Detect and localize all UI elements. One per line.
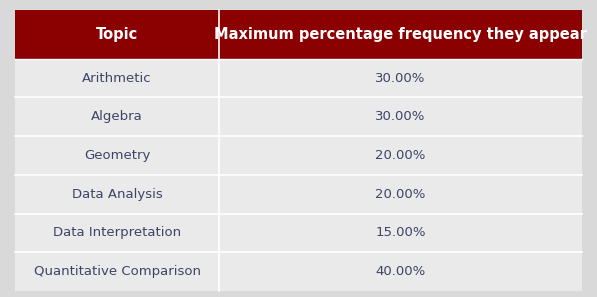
Text: 20.00%: 20.00% xyxy=(376,149,426,162)
Bar xyxy=(15,10,582,59)
Bar xyxy=(15,175,582,214)
Bar xyxy=(15,97,582,136)
Bar xyxy=(15,59,582,97)
Text: Maximum percentage frequency they appear: Maximum percentage frequency they appear xyxy=(214,27,587,42)
Text: Topic: Topic xyxy=(96,27,138,42)
Text: Quantitative Comparison: Quantitative Comparison xyxy=(33,265,201,278)
Text: 30.00%: 30.00% xyxy=(376,72,426,85)
Bar xyxy=(15,136,582,175)
Text: Algebra: Algebra xyxy=(91,110,143,123)
Text: 15.00%: 15.00% xyxy=(376,227,426,239)
Text: 40.00%: 40.00% xyxy=(376,265,426,278)
Text: Data Interpretation: Data Interpretation xyxy=(53,227,181,239)
Text: 30.00%: 30.00% xyxy=(376,110,426,123)
Text: Geometry: Geometry xyxy=(84,149,150,162)
Bar xyxy=(15,252,582,291)
Text: Arithmetic: Arithmetic xyxy=(82,72,152,85)
Bar xyxy=(15,214,582,252)
Text: Data Analysis: Data Analysis xyxy=(72,188,162,201)
Text: 20.00%: 20.00% xyxy=(376,188,426,201)
